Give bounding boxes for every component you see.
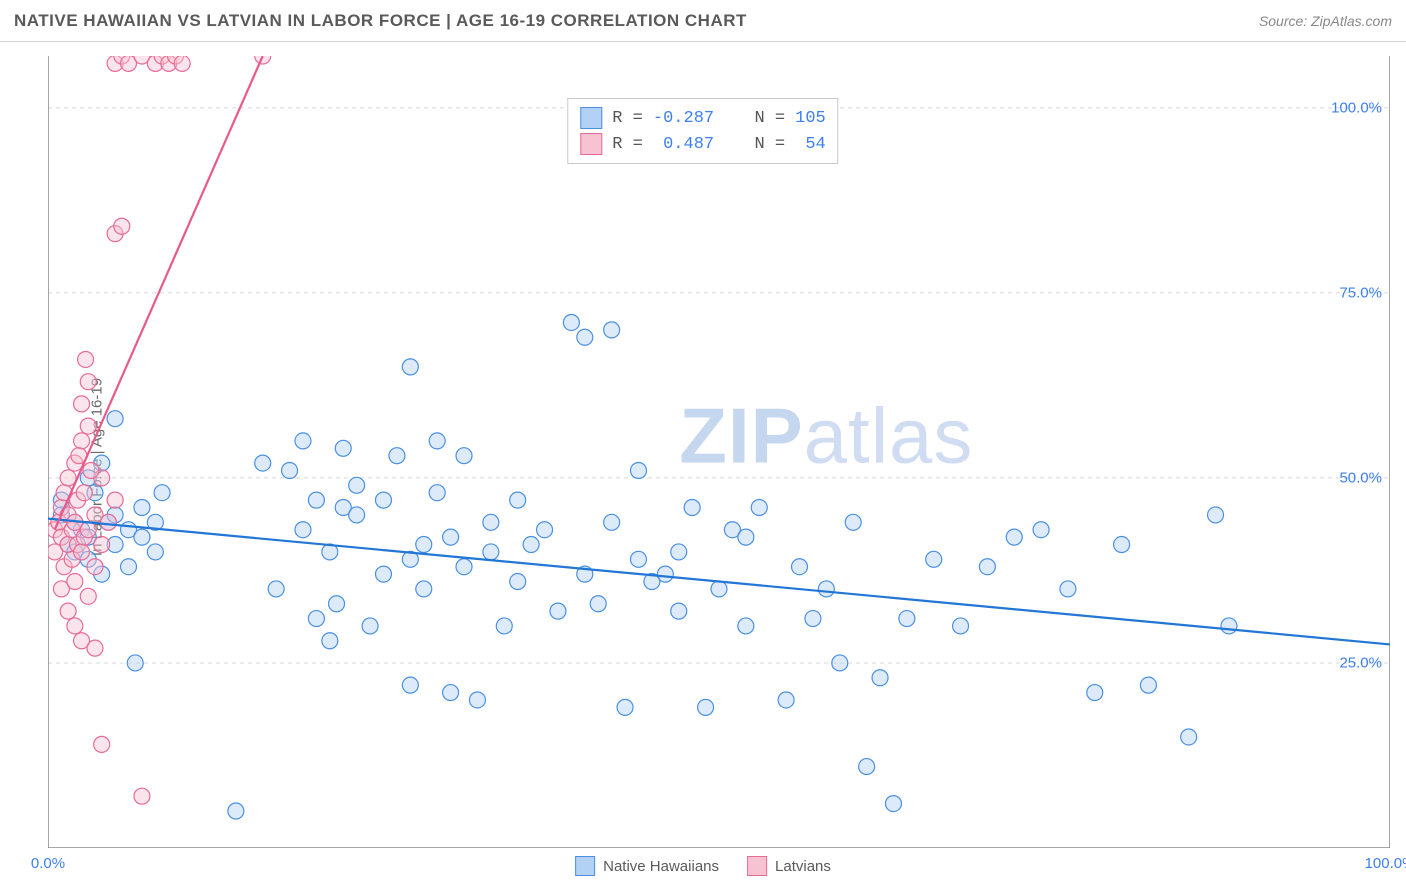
correlation-stats-box: R = -0.287 N = 105 R = 0.487 N = 54 (567, 98, 838, 164)
stats-swatch-latvians (580, 133, 602, 155)
r-label: R = (612, 135, 643, 154)
legend-label-latvians: Latvians (775, 858, 831, 875)
chart-area: In Labor Force | Age 16-19 ZIPatlas R = … (0, 42, 1406, 892)
n-value-hawaiians: 105 (795, 109, 826, 128)
source-prefix: Source: (1259, 13, 1311, 29)
chart-header: NATIVE HAWAIIAN VS LATVIAN IN LABOR FORC… (0, 0, 1406, 42)
n-value-latvians: 54 (795, 135, 826, 154)
legend-label-hawaiians: Native Hawaiians (603, 858, 719, 875)
scatter-svg (48, 56, 1390, 848)
x-tick-label: 100.0% (1365, 855, 1406, 872)
legend-swatch-latvians (747, 856, 767, 876)
r-label: R = (612, 109, 643, 128)
y-tick-label: 25.0% (1339, 654, 1382, 671)
y-tick-label: 100.0% (1331, 99, 1382, 116)
stats-row-latvians: R = 0.487 N = 54 (580, 131, 825, 157)
legend-swatch-hawaiians (575, 856, 595, 876)
stats-row-hawaiians: R = -0.287 N = 105 (580, 105, 825, 131)
chart-source: Source: ZipAtlas.com (1259, 13, 1392, 29)
x-tick-label: 0.0% (31, 855, 65, 872)
y-tick-label: 50.0% (1339, 469, 1382, 486)
legend-item-latvians: Latvians (747, 856, 831, 876)
chart-title: NATIVE HAWAIIAN VS LATVIAN IN LABOR FORC… (14, 11, 747, 31)
n-label: N = (755, 109, 786, 128)
plot-region: ZIPatlas (48, 56, 1390, 848)
y-tick-label: 75.0% (1339, 284, 1382, 301)
legend-item-hawaiians: Native Hawaiians (575, 856, 719, 876)
stats-swatch-hawaiians (580, 107, 602, 129)
bottom-legend: Native Hawaiians Latvians (575, 856, 831, 876)
source-link[interactable]: ZipAtlas.com (1311, 13, 1392, 29)
n-label: N = (755, 135, 786, 154)
r-value-hawaiians: -0.287 (653, 109, 714, 128)
r-value-latvians: 0.487 (653, 135, 714, 154)
